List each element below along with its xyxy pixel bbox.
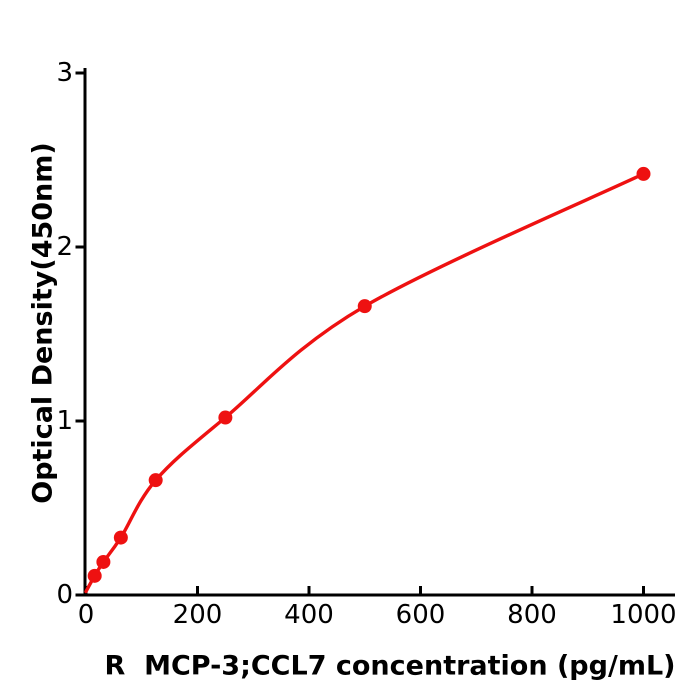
- data-point-marker: [87, 568, 102, 583]
- data-point-marker: [636, 166, 651, 181]
- y-axis-title: Optical Density(450nm): [27, 142, 59, 504]
- data-point-marker: [148, 473, 163, 488]
- data-point-markers: [87, 166, 651, 583]
- y-tick-label: 0: [56, 580, 73, 610]
- data-point-marker: [96, 554, 111, 569]
- x-tick-label: 0: [77, 600, 95, 630]
- x-tick-label: 1000: [610, 600, 677, 630]
- x-tick-label: 400: [284, 600, 334, 630]
- x-tick-label: 600: [395, 600, 446, 630]
- data-point-marker: [357, 299, 372, 314]
- y-axis-ticks: [75, 71, 85, 597]
- x-tick-label: 800: [507, 600, 557, 630]
- x-tick-label: 200: [172, 600, 223, 630]
- y-tick-label: 2: [56, 232, 73, 262]
- y-tick-label: 1: [56, 406, 73, 436]
- x-axis-title: R MCP-3;CCL7 concentration (pg/mL): [104, 650, 676, 682]
- fitted-standard-curve-line: [84, 172, 646, 594]
- y-tick-label: 3: [56, 58, 73, 88]
- data-point-marker: [218, 410, 233, 425]
- data-point-marker: [113, 530, 128, 545]
